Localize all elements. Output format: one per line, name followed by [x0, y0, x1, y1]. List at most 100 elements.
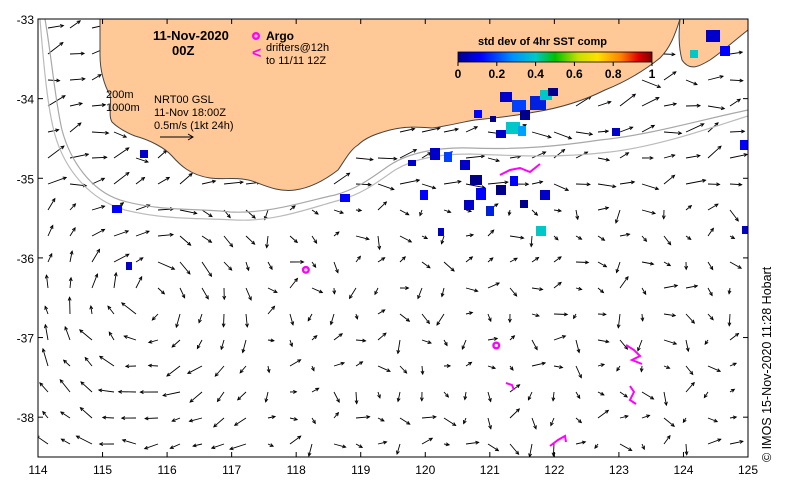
x-tick-label: 119 — [351, 463, 370, 477]
current-vector-arrow — [641, 261, 655, 266]
current-vector-arrow — [377, 440, 388, 445]
current-vector-arrow — [97, 388, 115, 393]
current-vector-arrow — [619, 275, 629, 289]
current-vector-arrow — [289, 359, 302, 367]
current-vector-arrow — [289, 389, 298, 394]
current-vector-arrow — [62, 359, 71, 367]
current-vector-arrow — [44, 274, 49, 289]
current-vector-arrow — [619, 232, 631, 237]
contour-1000m-label: 1000m — [106, 102, 140, 114]
current-vector-arrow — [443, 442, 451, 447]
current-vector-arrow — [333, 443, 347, 449]
current-vector-arrow — [245, 287, 252, 301]
current-vector-arrow — [616, 365, 621, 372]
current-vector-arrow — [531, 339, 538, 351]
velocity-scale-label: 0.5m/s (1kt 24h) — [154, 120, 233, 132]
product-time-label: 11-Nov 18:00Z — [154, 107, 226, 119]
current-vector-arrow — [113, 147, 130, 159]
current-vector-arrow — [68, 276, 73, 289]
current-vector-arrow — [553, 131, 573, 140]
x-tick-label: 124 — [673, 463, 693, 477]
contour-200m — [44, 19, 748, 213]
current-vector-arrow — [619, 93, 637, 107]
current-vector-arrow — [355, 182, 373, 187]
current-vector-arrow — [619, 180, 636, 185]
current-vector-arrow — [179, 261, 191, 275]
drifter-track-1 — [499, 163, 541, 176]
current-vector-arrow — [573, 313, 577, 320]
current-vector-arrow — [421, 261, 431, 269]
x-tick-label: 122 — [544, 463, 564, 477]
current-vector-arrow — [162, 391, 181, 397]
current-vector-arrow — [487, 157, 501, 163]
current-vector-arrow — [186, 365, 203, 374]
current-vector-arrow — [265, 235, 269, 249]
current-vector-arrow — [289, 205, 296, 211]
current-vector-arrow — [707, 313, 714, 321]
drifter-track-5 — [628, 385, 637, 405]
current-vector-arrow — [443, 127, 460, 133]
x-tick-label: 114 — [28, 463, 47, 477]
x-tick-label: 123 — [609, 463, 629, 477]
current-vector-arrow — [171, 339, 181, 348]
x-axis: 114 115 116 117 118 119 120 121 122 123 124 125 — [28, 19, 758, 477]
current-vector-arrow — [465, 256, 474, 263]
colorbar-tick-label: 0.4 — [527, 67, 544, 81]
current-vector-arrow — [685, 339, 690, 353]
current-vector-arrow — [245, 313, 249, 328]
colorbar-ticks: 0 0.2 0.4 0.6 0.8 1 — [455, 62, 656, 81]
current-vector-arrow — [443, 364, 452, 368]
current-vector-arrow — [685, 204, 693, 211]
current-vector-arrow — [47, 145, 65, 159]
current-vector-arrow — [436, 313, 445, 326]
current-vector-arrow — [707, 417, 719, 423]
current-vector-arrow — [615, 261, 621, 274]
current-vector-arrow — [553, 183, 570, 191]
current-vector-arrow — [663, 365, 671, 369]
current-vector-arrow — [531, 131, 552, 139]
current-vector-arrow — [507, 209, 512, 217]
current-vector-arrow — [685, 154, 701, 159]
current-vector-arrow — [91, 103, 107, 107]
current-vector-arrow — [120, 416, 137, 421]
current-vector-arrow — [311, 417, 316, 425]
current-vector-arrow — [507, 313, 512, 324]
current-vector-arrow — [641, 391, 655, 400]
current-vector-arrow — [663, 71, 677, 81]
current-vector-arrow — [553, 208, 563, 213]
current-vector-arrow — [91, 177, 106, 185]
current-vector-arrow — [641, 235, 648, 243]
current-vector-arrow — [641, 287, 647, 296]
argo-legend-label: Argo — [266, 29, 294, 43]
current-vector-arrow — [550, 417, 555, 427]
current-vector-arrow — [553, 148, 566, 159]
current-vector-arrow — [399, 256, 406, 263]
current-vector-arrow — [84, 356, 93, 367]
current-vector-arrow — [91, 273, 99, 289]
current-vector-arrow — [64, 325, 71, 341]
current-vector-arrow — [135, 257, 144, 263]
current-vector-arrow — [417, 287, 423, 300]
y-axis: -33 -34 -35 -36 -37 -38 — [17, 13, 748, 425]
current-vector-arrow — [729, 78, 744, 83]
current-vector-arrow — [531, 151, 547, 159]
current-vector-arrow — [91, 74, 102, 81]
current-vector-arrow — [443, 261, 455, 272]
current-vector-arrow — [421, 183, 437, 190]
current-vector-arrow — [41, 347, 49, 367]
current-vector-arrow — [289, 417, 299, 421]
current-vector-arrow — [329, 313, 335, 326]
current-vector-arrow — [421, 339, 432, 344]
current-vector-arrow — [465, 287, 479, 293]
current-vector-arrow — [487, 229, 495, 237]
current-vector-arrow — [619, 391, 629, 398]
current-vector-arrow — [685, 381, 695, 393]
current-vector-arrow — [78, 329, 93, 341]
current-vector-arrow — [69, 250, 74, 263]
current-vector-arrow — [729, 388, 736, 393]
x-tick-label: 117 — [222, 463, 241, 477]
current-vector-arrow — [443, 339, 448, 347]
current-vector-arrow — [663, 174, 676, 185]
current-vector-arrow — [377, 332, 387, 341]
current-vector-arrow — [682, 417, 687, 424]
